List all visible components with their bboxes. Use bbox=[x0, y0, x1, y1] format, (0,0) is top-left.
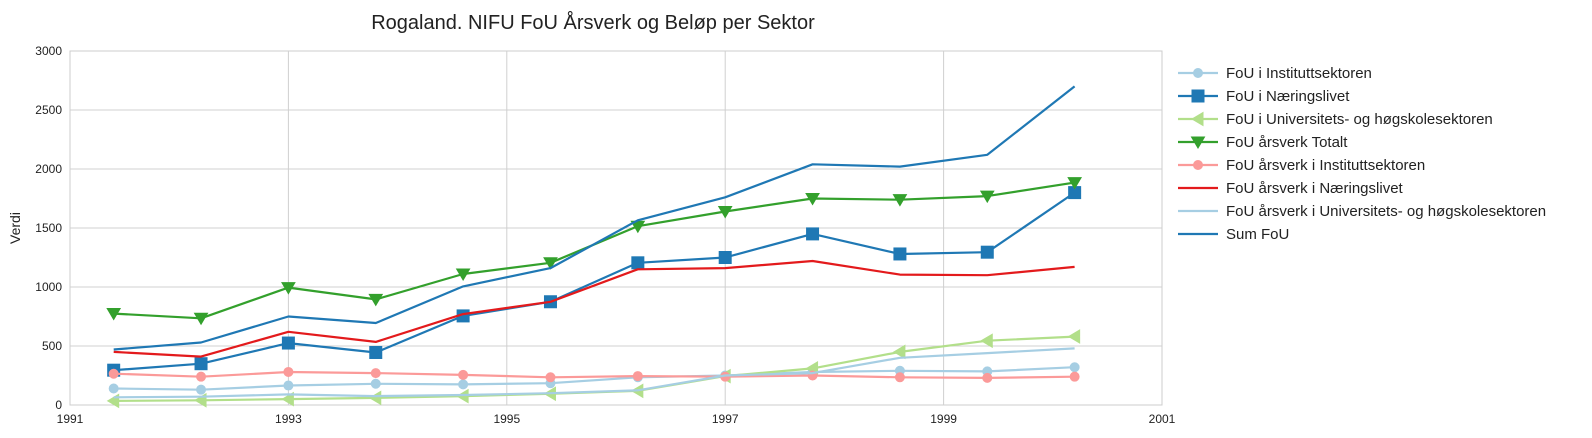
x-tick-label: 1997 bbox=[712, 412, 739, 426]
legend-label: FoU i Næringslivet bbox=[1226, 88, 1350, 105]
data-point bbox=[458, 379, 469, 390]
legend-label: FoU i Instituttsektoren bbox=[1226, 65, 1372, 82]
data-point bbox=[892, 194, 908, 207]
y-tick-label: 2000 bbox=[35, 162, 62, 176]
legend-label: FoU årsverk Totalt bbox=[1226, 134, 1348, 151]
data-point bbox=[283, 380, 294, 391]
data-point bbox=[980, 333, 993, 349]
data-point bbox=[281, 282, 296, 295]
legend-item: FoU i Instituttsektoren bbox=[1178, 65, 1372, 82]
series-line bbox=[113, 347, 1075, 399]
data-point bbox=[631, 256, 645, 270]
legend-marker bbox=[1193, 68, 1203, 78]
series-fou-i-næringslivet bbox=[107, 186, 1082, 377]
data-point bbox=[718, 251, 732, 264]
series-line bbox=[113, 370, 1075, 379]
data-point bbox=[806, 227, 820, 241]
series-line bbox=[113, 85, 1076, 351]
data-point bbox=[1069, 371, 1080, 382]
data-point bbox=[193, 312, 209, 326]
series-sum-fou bbox=[113, 85, 1076, 351]
series-fou-årsverk-i-næringslivet bbox=[113, 259, 1075, 358]
data-point bbox=[1067, 177, 1083, 190]
y-tick-label: 3000 bbox=[35, 44, 62, 58]
legend-label: FoU årsverk i Næringslivet bbox=[1226, 180, 1404, 197]
x-tick-label: 2001 bbox=[1149, 412, 1176, 426]
data-point bbox=[281, 391, 294, 407]
legend-item: FoU i Næringslivet bbox=[1178, 88, 1350, 105]
series-line bbox=[113, 191, 1076, 372]
data-point bbox=[979, 190, 995, 204]
legend-label: Sum FoU bbox=[1226, 226, 1289, 243]
data-point bbox=[456, 388, 469, 404]
x-tick-label: 1999 bbox=[930, 412, 957, 426]
data-point bbox=[194, 357, 208, 371]
y-tick-label: 0 bbox=[55, 398, 62, 412]
series-lines bbox=[106, 85, 1083, 409]
x-tick-label: 1991 bbox=[57, 412, 84, 426]
data-point bbox=[108, 368, 119, 379]
legend-item: FoU årsverk Totalt bbox=[1178, 134, 1348, 151]
data-point bbox=[893, 247, 907, 261]
legend-item: FoU årsverk i Næringslivet bbox=[1178, 180, 1404, 197]
data-point bbox=[196, 384, 207, 395]
legend-marker bbox=[1193, 160, 1203, 170]
y-tick-label: 1500 bbox=[35, 221, 62, 235]
data-point bbox=[1069, 362, 1080, 373]
series-line bbox=[113, 366, 1075, 391]
legend-label: FoU årsverk i Universitets- og høgskoles… bbox=[1226, 203, 1546, 220]
data-point bbox=[545, 372, 556, 383]
data-point bbox=[370, 368, 381, 379]
y-axis-label: Verdi bbox=[7, 212, 23, 244]
legend-marker bbox=[1191, 89, 1205, 103]
y-tick-label: 500 bbox=[42, 339, 62, 353]
data-point bbox=[369, 345, 383, 359]
x-tick-label: 1993 bbox=[275, 412, 302, 426]
data-point bbox=[281, 336, 295, 350]
data-point bbox=[455, 268, 471, 282]
legend-label: FoU i Universitets- og høgskolesektoren bbox=[1226, 111, 1493, 128]
y-tick-label: 2500 bbox=[35, 103, 62, 117]
y-tick-label: 1000 bbox=[35, 280, 62, 294]
legend-marker bbox=[1191, 111, 1204, 127]
data-point bbox=[982, 372, 993, 383]
data-point bbox=[894, 372, 905, 383]
data-point bbox=[980, 245, 994, 259]
data-point bbox=[632, 371, 643, 382]
chart-title: Rogaland. NIFU FoU Årsverk og Beløp per … bbox=[371, 11, 815, 34]
data-point bbox=[1067, 329, 1081, 344]
legend-label: FoU årsverk i Instituttsektoren bbox=[1226, 157, 1425, 174]
legend-marker bbox=[1190, 136, 1206, 149]
legend-item: Sum FoU bbox=[1178, 226, 1289, 243]
x-tick-labels: 1991 1993 1995 1997 1999 2001 bbox=[57, 412, 1176, 426]
legend: FoU i Instituttsektoren FoU i Næringslive… bbox=[1178, 65, 1546, 243]
data-point bbox=[106, 308, 122, 321]
legend-item: FoU i Universitets- og høgskolesektoren bbox=[1178, 111, 1493, 128]
data-point bbox=[892, 344, 906, 360]
data-point bbox=[370, 378, 381, 389]
series-fou-årsverk-i-universitets-og-høgskolesektoren bbox=[113, 347, 1075, 399]
data-point bbox=[368, 293, 384, 307]
data-point bbox=[368, 390, 382, 406]
data-point bbox=[283, 366, 294, 377]
data-point bbox=[805, 193, 820, 206]
series-line bbox=[113, 259, 1075, 358]
data-point bbox=[458, 369, 469, 380]
data-point bbox=[196, 371, 207, 382]
data-point bbox=[717, 205, 733, 219]
legend-item: FoU årsverk i Instituttsektoren bbox=[1178, 157, 1425, 174]
data-point bbox=[543, 257, 558, 270]
data-point bbox=[108, 383, 119, 394]
legend-item: FoU årsverk i Universitets- og høgskoles… bbox=[1178, 203, 1546, 220]
x-tick-label: 1995 bbox=[493, 412, 520, 426]
y-tick-labels: 0 500 1000 1500 2000 2500 3000 bbox=[35, 44, 62, 412]
